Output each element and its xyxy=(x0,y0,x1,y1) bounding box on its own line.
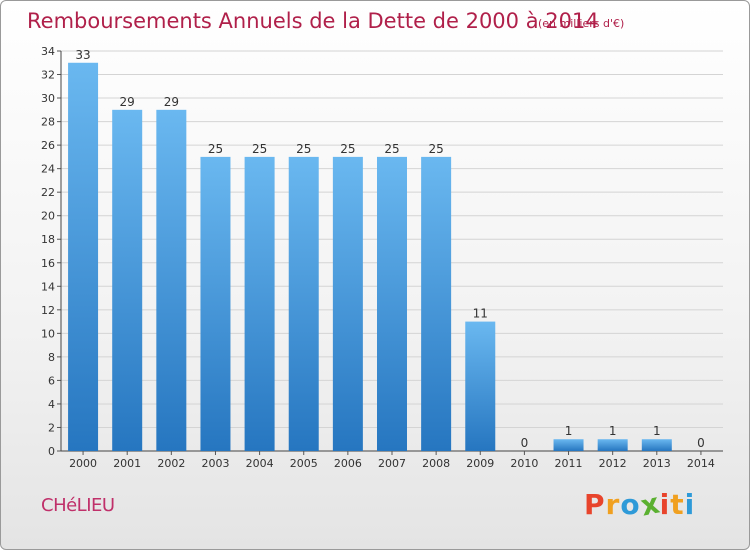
value-label-2013: 1 xyxy=(653,424,661,438)
y-tick-label: 12 xyxy=(41,304,55,317)
value-label-2005: 25 xyxy=(296,142,311,156)
logo-letter: i xyxy=(659,488,671,521)
bar-2009 xyxy=(465,321,496,451)
bar-2008 xyxy=(421,156,452,451)
bar-2000 xyxy=(68,62,99,451)
value-label-2010: 0 xyxy=(521,436,529,450)
x-tick-label-2010: 2010 xyxy=(510,457,538,470)
x-tick-label-2009: 2009 xyxy=(466,457,494,470)
y-tick-label: 4 xyxy=(48,398,55,411)
logo-letter: P xyxy=(584,488,606,521)
x-tick-label-2004: 2004 xyxy=(246,457,274,470)
proxiti-logo: Proxiti xyxy=(584,486,696,522)
value-label-2001: 29 xyxy=(120,95,135,109)
y-tick-label: 18 xyxy=(41,233,55,246)
x-tick-label-2014: 2014 xyxy=(687,457,715,470)
value-label-2000: 33 xyxy=(75,48,90,62)
y-tick-label: 2 xyxy=(48,421,55,434)
logo-letter: i xyxy=(684,488,696,521)
bar-2013 xyxy=(641,439,672,451)
x-tick-label-2008: 2008 xyxy=(422,457,450,470)
y-tick-label: 6 xyxy=(48,374,55,387)
x-tick-label-2005: 2005 xyxy=(290,457,318,470)
y-tick-label: 16 xyxy=(41,257,55,270)
value-label-2012: 1 xyxy=(609,424,617,438)
y-tick-label: 0 xyxy=(48,445,55,458)
y-tick-label: 24 xyxy=(41,163,55,176)
bar-2006 xyxy=(332,156,363,451)
value-label-2002: 29 xyxy=(164,95,179,109)
bar-2005 xyxy=(288,156,319,451)
x-tick-label-2011: 2011 xyxy=(555,457,583,470)
y-tick-label: 10 xyxy=(41,327,55,340)
bar-2007 xyxy=(377,156,407,451)
y-tick-label: 28 xyxy=(41,116,55,129)
bar-2003 xyxy=(200,156,231,451)
value-label-2004: 25 xyxy=(252,142,267,156)
bar-2004 xyxy=(244,156,275,451)
x-tick-label-2001: 2001 xyxy=(113,457,141,470)
value-label-2008: 25 xyxy=(428,142,443,156)
value-label-2009: 11 xyxy=(473,307,488,321)
chart-title: Remboursements Annuels de la Dette de 20… xyxy=(27,9,599,33)
y-tick-label: 30 xyxy=(41,92,55,105)
logo-letter: t xyxy=(670,488,685,521)
y-tick-label: 8 xyxy=(48,351,55,364)
x-tick-label-2012: 2012 xyxy=(599,457,627,470)
y-tick-label: 26 xyxy=(41,139,55,152)
value-label-2007: 25 xyxy=(384,142,399,156)
commune-name: CHéLIEU xyxy=(41,495,115,516)
x-tick-label-2000: 2000 xyxy=(69,457,97,470)
y-tick-label: 20 xyxy=(41,210,55,223)
unit-label: (en milliers d'€) xyxy=(538,17,625,30)
x-tick-label-2003: 2003 xyxy=(201,457,229,470)
bars xyxy=(68,62,672,451)
bar-2001 xyxy=(112,109,143,451)
y-tick-label: 32 xyxy=(41,69,55,82)
x-tick-label-2002: 2002 xyxy=(157,457,185,470)
y-tick-label: 22 xyxy=(41,186,55,199)
x-tick-label-2013: 2013 xyxy=(643,457,671,470)
value-label-2011: 1 xyxy=(565,424,573,438)
value-label-2014: 0 xyxy=(697,436,705,450)
bar-2002 xyxy=(156,109,187,451)
value-label-2003: 25 xyxy=(208,142,223,156)
y-tick-label: 34 xyxy=(41,45,55,58)
x-tick-label-2007: 2007 xyxy=(378,457,406,470)
value-label-2006: 25 xyxy=(340,142,355,156)
bar-2012 xyxy=(597,439,628,451)
bar-2011 xyxy=(553,439,584,451)
logo-letter: o xyxy=(620,488,641,521)
y-tick-label: 14 xyxy=(41,280,55,293)
logo-letter: r xyxy=(605,488,621,521)
x-tick-label-2006: 2006 xyxy=(334,457,362,470)
